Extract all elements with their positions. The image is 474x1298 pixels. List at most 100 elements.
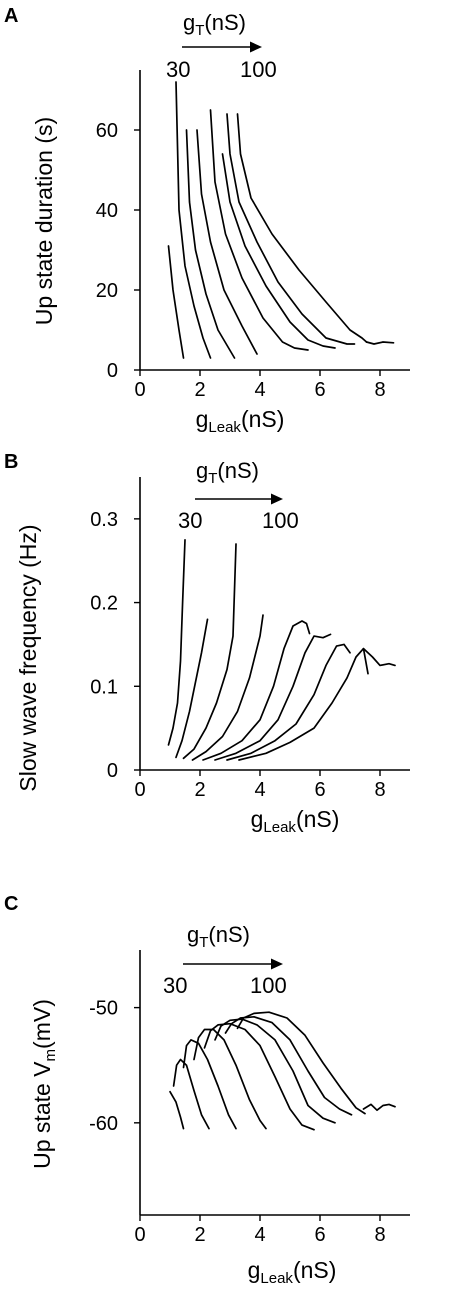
panel-a-plot — [167, 81, 395, 359]
panel-c-ylabel: Up state Vm(mV) — [29, 999, 59, 1169]
panel-b-curve-1 — [167, 538, 186, 746]
panel-c-axes: 0 2 4 6 8 -60 -50 — [89, 950, 410, 1246]
panel-a-x-tick-label: 8 — [374, 379, 385, 401]
panel-a-curve-3 — [185, 129, 236, 359]
panel-a: A gT(nS) 30 100 Up state duration (s) gL… — [4, 5, 410, 436]
panel-a-gt-unit: (nS) — [204, 10, 246, 35]
panel-a-gt-main: g — [183, 10, 195, 35]
panel-c-ylabel-main: Up state V — [29, 1061, 55, 1169]
panel-a-letter: A — [4, 5, 18, 27]
panel-c-ylabel-unit: (mV) — [29, 999, 55, 1049]
panel-b-y-tick-label: 0 — [107, 760, 118, 782]
panel-b-curve-4 — [191, 614, 264, 761]
panel-a-curve-8 — [236, 113, 368, 343]
panel-b-curve-3 — [182, 543, 237, 760]
panel-b-x-tick-label: 0 — [134, 779, 145, 801]
panel-c-xlabel-main: g — [248, 1257, 261, 1283]
panel-c-gt-from: 30 — [163, 973, 187, 998]
panel-c-curve-5 — [203, 1022, 315, 1131]
panel-b-gt-label: gT(nS) — [196, 458, 259, 487]
panel-b-xlabel-sub: Leak — [263, 819, 296, 836]
panel-b-curve-5 — [202, 620, 311, 761]
panel-b-gt-to: 100 — [262, 508, 299, 533]
panel-b-gt-from: 30 — [178, 508, 202, 533]
panel-a-y-tick-label: 60 — [96, 120, 118, 142]
panel-c-curve-8 — [236, 1011, 366, 1115]
panel-c: C gT(nS) 30 100 Up state Vm(mV) gLeak(nS… — [4, 893, 410, 1287]
panel-c-x-tick-label: 4 — [254, 1224, 265, 1246]
panel-c-gt-main: g — [187, 922, 199, 947]
panel-b-x-tick-label: 2 — [194, 779, 205, 801]
panel-c-curve-4 — [193, 1028, 267, 1130]
panel-c-curve-7 — [224, 1015, 353, 1116]
panel-b-curve-8 — [238, 647, 369, 761]
panel-b-xlabel: gLeak(nS) — [251, 806, 340, 836]
panel-c-curve-6 — [214, 1018, 336, 1124]
panel-a-gt-arrowhead — [250, 41, 262, 53]
panel-c-xlabel-sub: Leak — [260, 1270, 293, 1287]
panel-a-x-tick-label: 6 — [314, 379, 325, 401]
panel-c-ylabel-sub: m — [42, 1049, 59, 1062]
panel-c-gt-unit: (nS) — [208, 922, 250, 947]
panel-a-xlabel-sub: Leak — [208, 419, 241, 436]
panel-c-xlabel: gLeak(nS) — [248, 1257, 337, 1287]
panel-a-xlabel: gLeak(nS) — [196, 406, 285, 436]
panel-a-y-tick-label: 0 — [107, 360, 118, 382]
panel-a-curve-1 — [167, 245, 185, 359]
panel-b-curve-6 — [214, 633, 332, 761]
panel-b-plot — [167, 538, 396, 761]
panel-c-gt-to: 100 — [250, 973, 287, 998]
panel-c-x-tick-label: 2 — [194, 1224, 205, 1246]
panel-b-axes: 0 2 4 6 8 0 0.1 0.2 0.3 — [90, 477, 410, 801]
panel-b-curve-7 — [226, 643, 351, 761]
panel-a-gt-from: 30 — [166, 57, 190, 82]
panel-a-x-tick-label: 0 — [134, 379, 145, 401]
panel-a-curve-2 — [175, 81, 212, 359]
panel-c-y-tick-label: -60 — [89, 1113, 118, 1135]
panel-b-x-tick-label: 6 — [314, 779, 325, 801]
panel-c-curve-1 — [169, 1090, 185, 1130]
panel-a-gt-to: 100 — [240, 57, 277, 82]
panel-b: B gT(nS) 30 100 Slow wave frequency (Hz)… — [4, 451, 410, 836]
panel-c-plot — [169, 1011, 396, 1131]
panel-c-curve-3 — [182, 1039, 237, 1130]
panel-a-xlabel-main: g — [196, 406, 209, 432]
panel-c-x-tick-label: 0 — [134, 1224, 145, 1246]
panel-b-y-tick-label: 0.2 — [90, 593, 118, 615]
panel-b-x-tick-label: 8 — [374, 779, 385, 801]
panel-a-curve-7 — [226, 113, 356, 345]
panel-b-y-tick-label: 0.1 — [90, 676, 118, 698]
panel-c-curve-2 — [172, 1058, 210, 1130]
panel-b-letter: B — [4, 451, 18, 473]
panel-c-x-tick-label: 8 — [374, 1224, 385, 1246]
panel-a-x-tick-label: 2 — [194, 379, 205, 401]
panel-a-curve-4 — [196, 129, 258, 355]
panel-b-gt-unit: (nS) — [217, 458, 259, 483]
panel-a-xlabel-unit: (nS) — [241, 406, 284, 432]
panel-b-gt-arrowhead — [271, 493, 283, 505]
panel-c-gt-sub: T — [199, 934, 208, 951]
panel-a-curve-5 — [209, 109, 309, 351]
panel-c-x-tick-label: 6 — [314, 1224, 325, 1246]
panel-b-gt-main: g — [196, 458, 208, 483]
panel-a-x-tick-label: 4 — [254, 379, 265, 401]
panel-c-gt-label: gT(nS) — [187, 922, 250, 951]
panel-a-y-tick-label: 40 — [96, 200, 118, 222]
panel-a-curve-9 — [365, 341, 395, 345]
panel-b-ylabel: Slow wave frequency (Hz) — [15, 524, 41, 791]
panel-b-curve-9 — [362, 647, 396, 667]
panel-b-curve-2 — [175, 618, 209, 759]
panel-b-y-tick-label: 0.3 — [90, 509, 118, 531]
panel-b-xlabel-unit: (nS) — [296, 806, 339, 832]
panel-b-x-tick-label: 4 — [254, 779, 265, 801]
panel-c-letter: C — [4, 893, 18, 915]
panel-a-ylabel: Up state duration (s) — [31, 117, 57, 325]
panel-b-gt-sub: T — [208, 470, 217, 487]
panel-a-curve-6 — [221, 153, 336, 349]
panel-c-curve-9 — [362, 1103, 396, 1112]
panel-c-y-tick-label: -50 — [89, 998, 118, 1020]
panel-a-gt-sub: T — [195, 22, 204, 39]
panel-b-xlabel-main: g — [251, 806, 264, 832]
panel-a-axes: 0 2 4 6 8 0 20 40 60 — [96, 70, 410, 401]
